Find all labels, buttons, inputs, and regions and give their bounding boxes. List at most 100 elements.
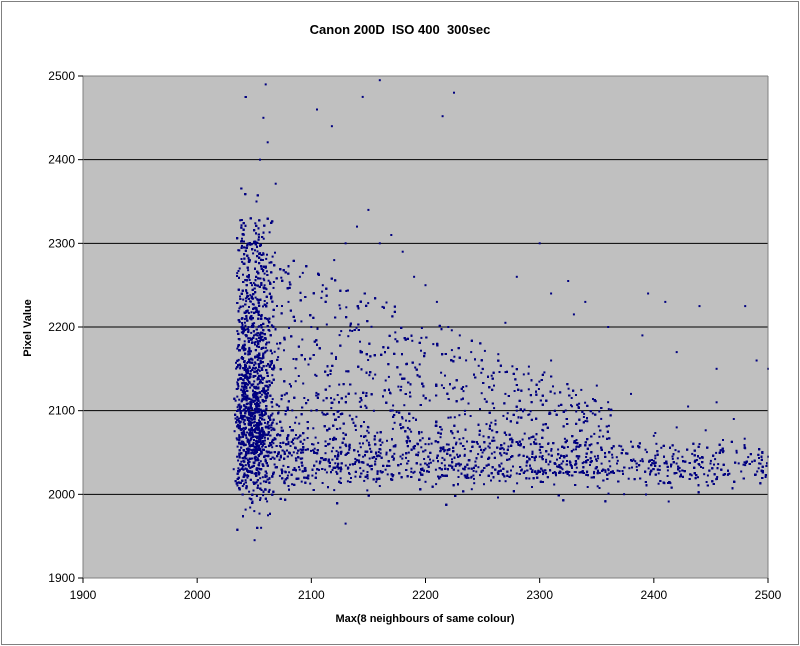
x-axis-title: Max(8 neighbours of same colour) xyxy=(335,613,515,625)
data-point xyxy=(593,455,596,458)
data-point xyxy=(354,457,357,460)
data-point xyxy=(264,474,267,477)
data-point xyxy=(432,459,435,462)
data-point xyxy=(241,322,244,324)
data-point xyxy=(258,369,261,372)
data-point xyxy=(255,444,258,447)
data-point xyxy=(563,437,566,440)
data-point xyxy=(256,340,259,343)
data-point xyxy=(547,453,550,456)
data-point xyxy=(442,387,445,389)
data-point xyxy=(280,426,283,429)
data-point xyxy=(408,428,411,431)
data-point xyxy=(283,480,286,483)
data-point xyxy=(271,255,274,258)
data-point xyxy=(265,341,268,344)
data-point xyxy=(265,270,268,273)
data-point xyxy=(440,384,443,387)
data-point xyxy=(317,441,320,444)
data-point xyxy=(477,453,480,456)
data-point xyxy=(236,275,238,277)
data-point xyxy=(511,365,514,368)
data-point xyxy=(264,266,267,269)
data-point xyxy=(274,182,277,185)
data-point xyxy=(237,358,240,361)
data-point xyxy=(276,404,279,407)
data-point xyxy=(367,441,370,444)
data-point xyxy=(239,367,242,370)
data-point xyxy=(410,430,413,433)
data-point xyxy=(239,420,242,423)
data-point xyxy=(571,405,573,408)
data-point xyxy=(480,392,483,395)
data-point xyxy=(410,470,413,473)
data-point xyxy=(582,461,585,464)
data-point xyxy=(500,454,503,457)
data-point xyxy=(410,467,413,470)
data-point xyxy=(237,345,240,348)
data-point xyxy=(262,480,265,483)
data-point xyxy=(691,452,694,455)
data-point xyxy=(421,437,424,440)
data-point xyxy=(234,417,237,420)
data-point xyxy=(714,458,717,461)
data-point xyxy=(245,405,248,408)
data-point xyxy=(362,455,365,458)
data-point xyxy=(258,382,261,385)
data-point xyxy=(368,457,371,460)
data-point xyxy=(501,447,504,450)
data-point xyxy=(270,429,273,432)
data-point xyxy=(345,370,348,373)
data-point xyxy=(564,409,567,412)
data-point xyxy=(259,460,262,463)
data-point xyxy=(252,252,255,255)
data-point xyxy=(490,421,493,424)
data-point xyxy=(249,415,252,418)
data-point xyxy=(542,473,544,476)
data-point xyxy=(568,460,571,463)
data-point xyxy=(241,433,244,436)
data-point xyxy=(705,481,708,483)
data-point xyxy=(407,451,410,454)
data-point xyxy=(671,457,674,460)
data-point xyxy=(266,317,268,320)
data-point xyxy=(289,445,292,447)
data-point xyxy=(259,482,262,485)
data-point xyxy=(456,453,459,456)
data-point xyxy=(304,448,307,451)
data-point xyxy=(458,438,461,441)
data-point xyxy=(254,296,257,299)
data-point xyxy=(584,401,587,404)
data-point xyxy=(550,449,553,452)
data-point xyxy=(245,416,248,419)
data-point xyxy=(251,414,254,417)
data-point xyxy=(324,440,327,443)
data-point xyxy=(607,492,610,495)
data-point xyxy=(245,387,248,390)
data-point xyxy=(265,450,268,453)
data-point xyxy=(264,350,267,353)
data-point xyxy=(277,356,280,359)
data-point xyxy=(428,470,430,473)
data-point xyxy=(713,463,715,466)
data-point xyxy=(303,397,306,399)
data-point xyxy=(244,457,247,460)
data-point xyxy=(264,391,267,394)
data-point xyxy=(253,334,255,337)
data-point xyxy=(253,341,256,344)
data-point xyxy=(274,251,276,254)
data-point xyxy=(485,423,488,426)
data-point xyxy=(706,474,709,477)
data-point xyxy=(595,458,597,461)
data-point xyxy=(418,432,421,435)
data-point xyxy=(272,281,275,283)
data-point xyxy=(260,452,263,455)
data-point xyxy=(553,471,556,473)
data-point xyxy=(313,450,316,453)
data-point xyxy=(251,418,254,421)
data-point xyxy=(756,470,759,473)
data-point xyxy=(271,398,274,401)
data-point xyxy=(352,463,354,466)
data-point xyxy=(498,464,501,467)
data-point xyxy=(262,305,264,308)
